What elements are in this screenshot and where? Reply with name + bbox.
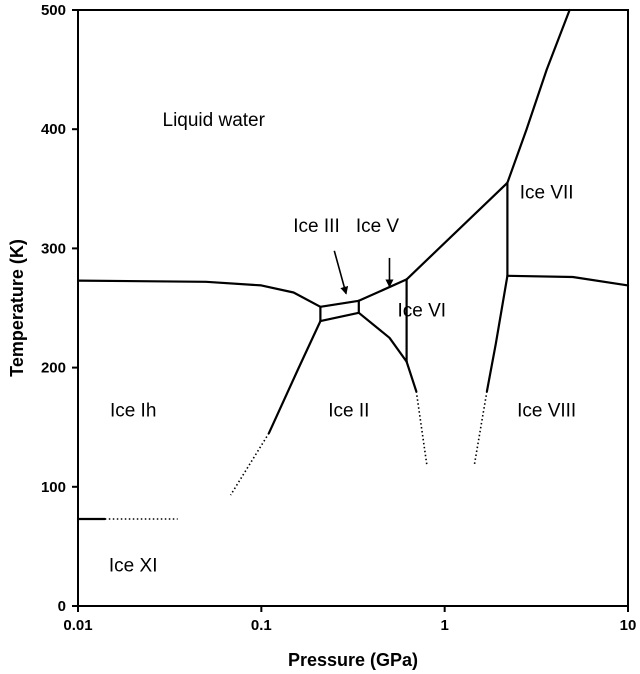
phase-boundary-6 [405, 181, 509, 281]
phase-boundary-12 [267, 320, 322, 435]
y-tick-label: 500 [41, 2, 66, 19]
x-tick-label: 0.1 [251, 617, 272, 634]
phase-label-ice-iii: Ice III [293, 216, 339, 237]
y-tick-label: 400 [41, 121, 66, 138]
phase-label-ice-vi: Ice VI [397, 301, 446, 322]
phase-label-ice-ii: Ice II [328, 401, 369, 422]
phase-label-ice-xi: Ice XI [109, 556, 158, 577]
phase-boundary-11 [415, 391, 428, 466]
phase-label-ice-viii: Ice VIII [517, 401, 576, 422]
y-tick-label: 300 [41, 240, 66, 257]
phase-boundary-16 [485, 274, 509, 393]
plot-frame [77, 9, 629, 607]
phase-label-ice-vii: Ice VII [520, 183, 574, 204]
y-tick-label: 100 [41, 479, 66, 496]
phase-boundary-2 [319, 311, 360, 323]
phase-boundary-1 [319, 299, 360, 308]
phase-boundary-5 [357, 278, 408, 302]
phase-boundary-0 [76, 279, 322, 308]
phase-label-ice-v: Ice V [356, 216, 400, 237]
phase-boundary-10 [405, 360, 418, 393]
phase-boundary-17 [473, 391, 488, 466]
y-axis-title: Temperature (K) [7, 239, 27, 377]
phase-boundary-15 [506, 274, 630, 287]
y-tick-label: 0 [58, 598, 66, 615]
x-axis-title: Pressure (GPa) [288, 650, 418, 670]
phase-boundary-8 [357, 311, 408, 363]
y-tick-label: 200 [41, 360, 66, 377]
label-arrow-0 [333, 250, 349, 295]
x-tick-label: 0.01 [63, 617, 92, 634]
x-tick-label: 10 [620, 617, 637, 634]
x-tick-label: 1 [440, 617, 448, 634]
phase-boundary-13 [229, 432, 270, 496]
phase-label-ice-ih: Ice Ih [110, 401, 156, 422]
phase-label-liquid-water: Liquid water [163, 110, 266, 131]
phase-boundary-7 [506, 8, 571, 184]
